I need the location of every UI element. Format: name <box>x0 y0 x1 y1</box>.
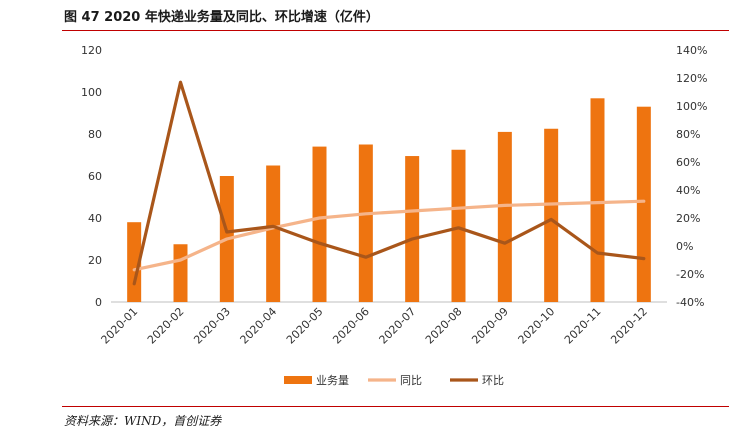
x-tick-label: 2020-06 <box>330 305 372 347</box>
bar-2020-02 <box>173 244 188 302</box>
right-axis-tick-label: 100% <box>676 100 707 113</box>
right-axis-tick-label: 80% <box>676 128 700 141</box>
bar-2020-06 <box>358 144 373 302</box>
x-tick-label: 2020-09 <box>469 305 511 347</box>
bar-2020-09 <box>497 131 512 302</box>
x-tick-label: 2020-08 <box>423 305 465 347</box>
right-axis-tick-label: -40% <box>676 296 704 309</box>
bar-2020-01 <box>127 222 142 302</box>
left-axis-tick-label: 60 <box>88 170 102 183</box>
left-axis-tick-label: 100 <box>81 86 102 99</box>
bar-2020-04 <box>266 165 281 302</box>
left-axis-tick-label: 20 <box>88 254 102 267</box>
legend-label: 环比 <box>482 374 504 387</box>
x-tick-label: 2020-01 <box>99 305 141 347</box>
right-axis-tick-label: 140% <box>676 44 707 57</box>
bar-2020-05 <box>312 146 327 302</box>
x-tick-label: 2020-11 <box>562 305 604 347</box>
left-axis-tick-label: 80 <box>88 128 102 141</box>
source-note: 资料来源：WIND，首创证券 <box>64 414 222 428</box>
bar-2020-11 <box>590 98 605 302</box>
left-axis-tick-label: 0 <box>95 296 102 309</box>
x-tick-label: 2020-05 <box>284 305 326 347</box>
right-axis-tick-label: 0% <box>676 240 693 253</box>
legend-swatch-0 <box>284 376 312 384</box>
right-axis-tick-label: 60% <box>676 156 700 169</box>
legend-label: 业务量 <box>316 374 349 387</box>
chart-title: 图 47 2020 年快递业务量及同比、环比增速（亿件） <box>64 10 379 25</box>
x-tick-label: 2020-12 <box>608 305 650 347</box>
legend-label: 同比 <box>400 374 422 387</box>
title-rule <box>62 30 729 31</box>
right-axis-tick-label: 120% <box>676 72 707 85</box>
x-tick-label: 2020-07 <box>377 305 419 347</box>
left-axis-tick-label: 120 <box>81 44 102 57</box>
yoy-line <box>132 199 646 272</box>
bar-2020-10 <box>544 128 559 302</box>
footer-rule <box>62 406 729 407</box>
bar-2020-12 <box>636 106 651 302</box>
x-tick-label: 2020-10 <box>516 305 558 347</box>
left-axis-tick-label: 40 <box>88 212 102 225</box>
mom-line <box>132 80 646 286</box>
bar-2020-07 <box>405 156 420 302</box>
x-tick-label: 2020-04 <box>238 305 280 347</box>
x-tick-label: 2020-02 <box>145 305 187 347</box>
right-axis-tick-label: 40% <box>676 184 700 197</box>
right-axis-tick-label: 20% <box>676 212 700 225</box>
x-tick-label: 2020-03 <box>191 305 233 347</box>
right-axis-tick-label: -20% <box>676 268 704 281</box>
bar-2020-08 <box>451 149 466 302</box>
